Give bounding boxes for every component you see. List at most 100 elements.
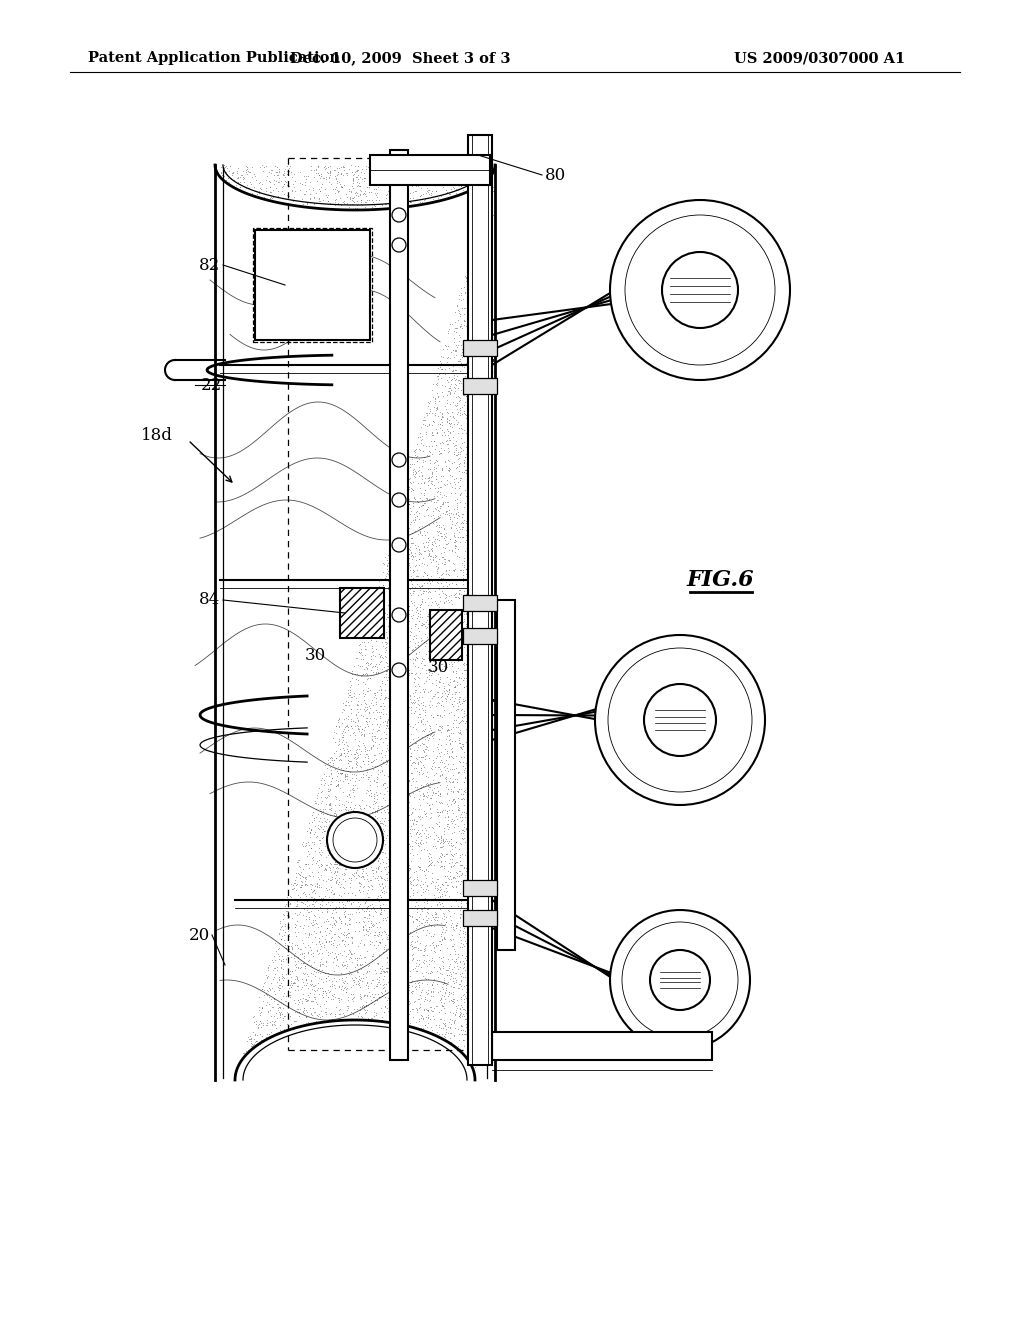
Point <box>343 667 359 688</box>
Point <box>264 160 281 181</box>
Point <box>449 780 465 801</box>
Point <box>482 334 499 355</box>
Point <box>370 850 386 871</box>
Point <box>364 197 380 218</box>
Point <box>382 975 398 997</box>
Text: 18d: 18d <box>141 426 173 444</box>
Point <box>470 854 486 875</box>
Point <box>388 973 404 994</box>
Point <box>417 1014 433 1035</box>
Point <box>440 502 457 523</box>
Point <box>445 1024 462 1045</box>
Point <box>390 1002 407 1023</box>
Point <box>420 784 436 805</box>
Point <box>349 961 366 982</box>
Point <box>258 1010 274 1031</box>
Point <box>410 461 426 482</box>
Point <box>295 904 311 925</box>
Point <box>470 356 486 378</box>
Point <box>447 746 464 767</box>
Point <box>411 857 427 878</box>
Point <box>439 605 456 626</box>
Point <box>423 846 439 867</box>
Point <box>408 624 424 645</box>
Point <box>336 933 352 954</box>
Point <box>472 713 488 734</box>
Point <box>393 643 410 664</box>
Point <box>437 583 454 605</box>
Point <box>462 994 478 1015</box>
Point <box>362 845 379 866</box>
Point <box>437 492 454 513</box>
Point <box>331 734 347 755</box>
Point <box>430 649 446 671</box>
Point <box>307 826 324 847</box>
Point <box>364 755 380 776</box>
Point <box>382 919 398 940</box>
Point <box>400 830 417 851</box>
Point <box>440 853 457 874</box>
Point <box>456 817 472 838</box>
Point <box>439 474 456 495</box>
Point <box>400 834 417 855</box>
Point <box>374 838 390 859</box>
Point <box>425 916 441 937</box>
Point <box>435 582 452 603</box>
Point <box>369 186 385 207</box>
Point <box>347 862 364 883</box>
Point <box>463 804 479 825</box>
Point <box>331 989 347 1010</box>
Point <box>467 440 483 461</box>
Point <box>464 371 480 392</box>
Point <box>475 667 492 688</box>
Point <box>398 506 415 527</box>
Point <box>469 768 485 789</box>
Point <box>385 808 401 829</box>
Point <box>399 648 416 669</box>
Point <box>473 467 489 488</box>
Point <box>425 748 441 770</box>
Point <box>447 527 464 548</box>
Point <box>376 800 392 821</box>
Point <box>435 1012 452 1034</box>
Point <box>407 664 423 685</box>
Point <box>271 172 288 193</box>
Point <box>455 1030 471 1051</box>
Point <box>408 176 424 197</box>
Point <box>308 853 325 874</box>
Point <box>378 174 394 195</box>
Point <box>274 181 291 202</box>
Point <box>467 1053 483 1074</box>
Point <box>357 764 374 785</box>
Point <box>461 409 477 430</box>
Point <box>454 843 470 865</box>
Point <box>465 715 481 737</box>
Point <box>336 193 352 214</box>
Point <box>398 751 415 772</box>
Point <box>440 549 457 570</box>
Point <box>435 568 452 589</box>
Point <box>372 729 388 750</box>
Point <box>341 796 357 817</box>
Point <box>358 708 375 729</box>
Text: FIG.6: FIG.6 <box>686 569 754 591</box>
Point <box>391 809 408 830</box>
Point <box>392 837 409 858</box>
Point <box>386 169 402 190</box>
Point <box>429 173 445 194</box>
Point <box>443 590 460 611</box>
Point <box>479 474 496 495</box>
Point <box>351 176 368 197</box>
Point <box>460 946 476 968</box>
Point <box>439 335 456 356</box>
Point <box>338 858 354 879</box>
Point <box>444 577 461 598</box>
Point <box>336 902 352 923</box>
Point <box>426 412 442 433</box>
Point <box>389 697 406 718</box>
Point <box>451 821 467 842</box>
Point <box>301 923 317 944</box>
Point <box>357 183 374 205</box>
Point <box>451 692 467 713</box>
Point <box>410 603 426 624</box>
